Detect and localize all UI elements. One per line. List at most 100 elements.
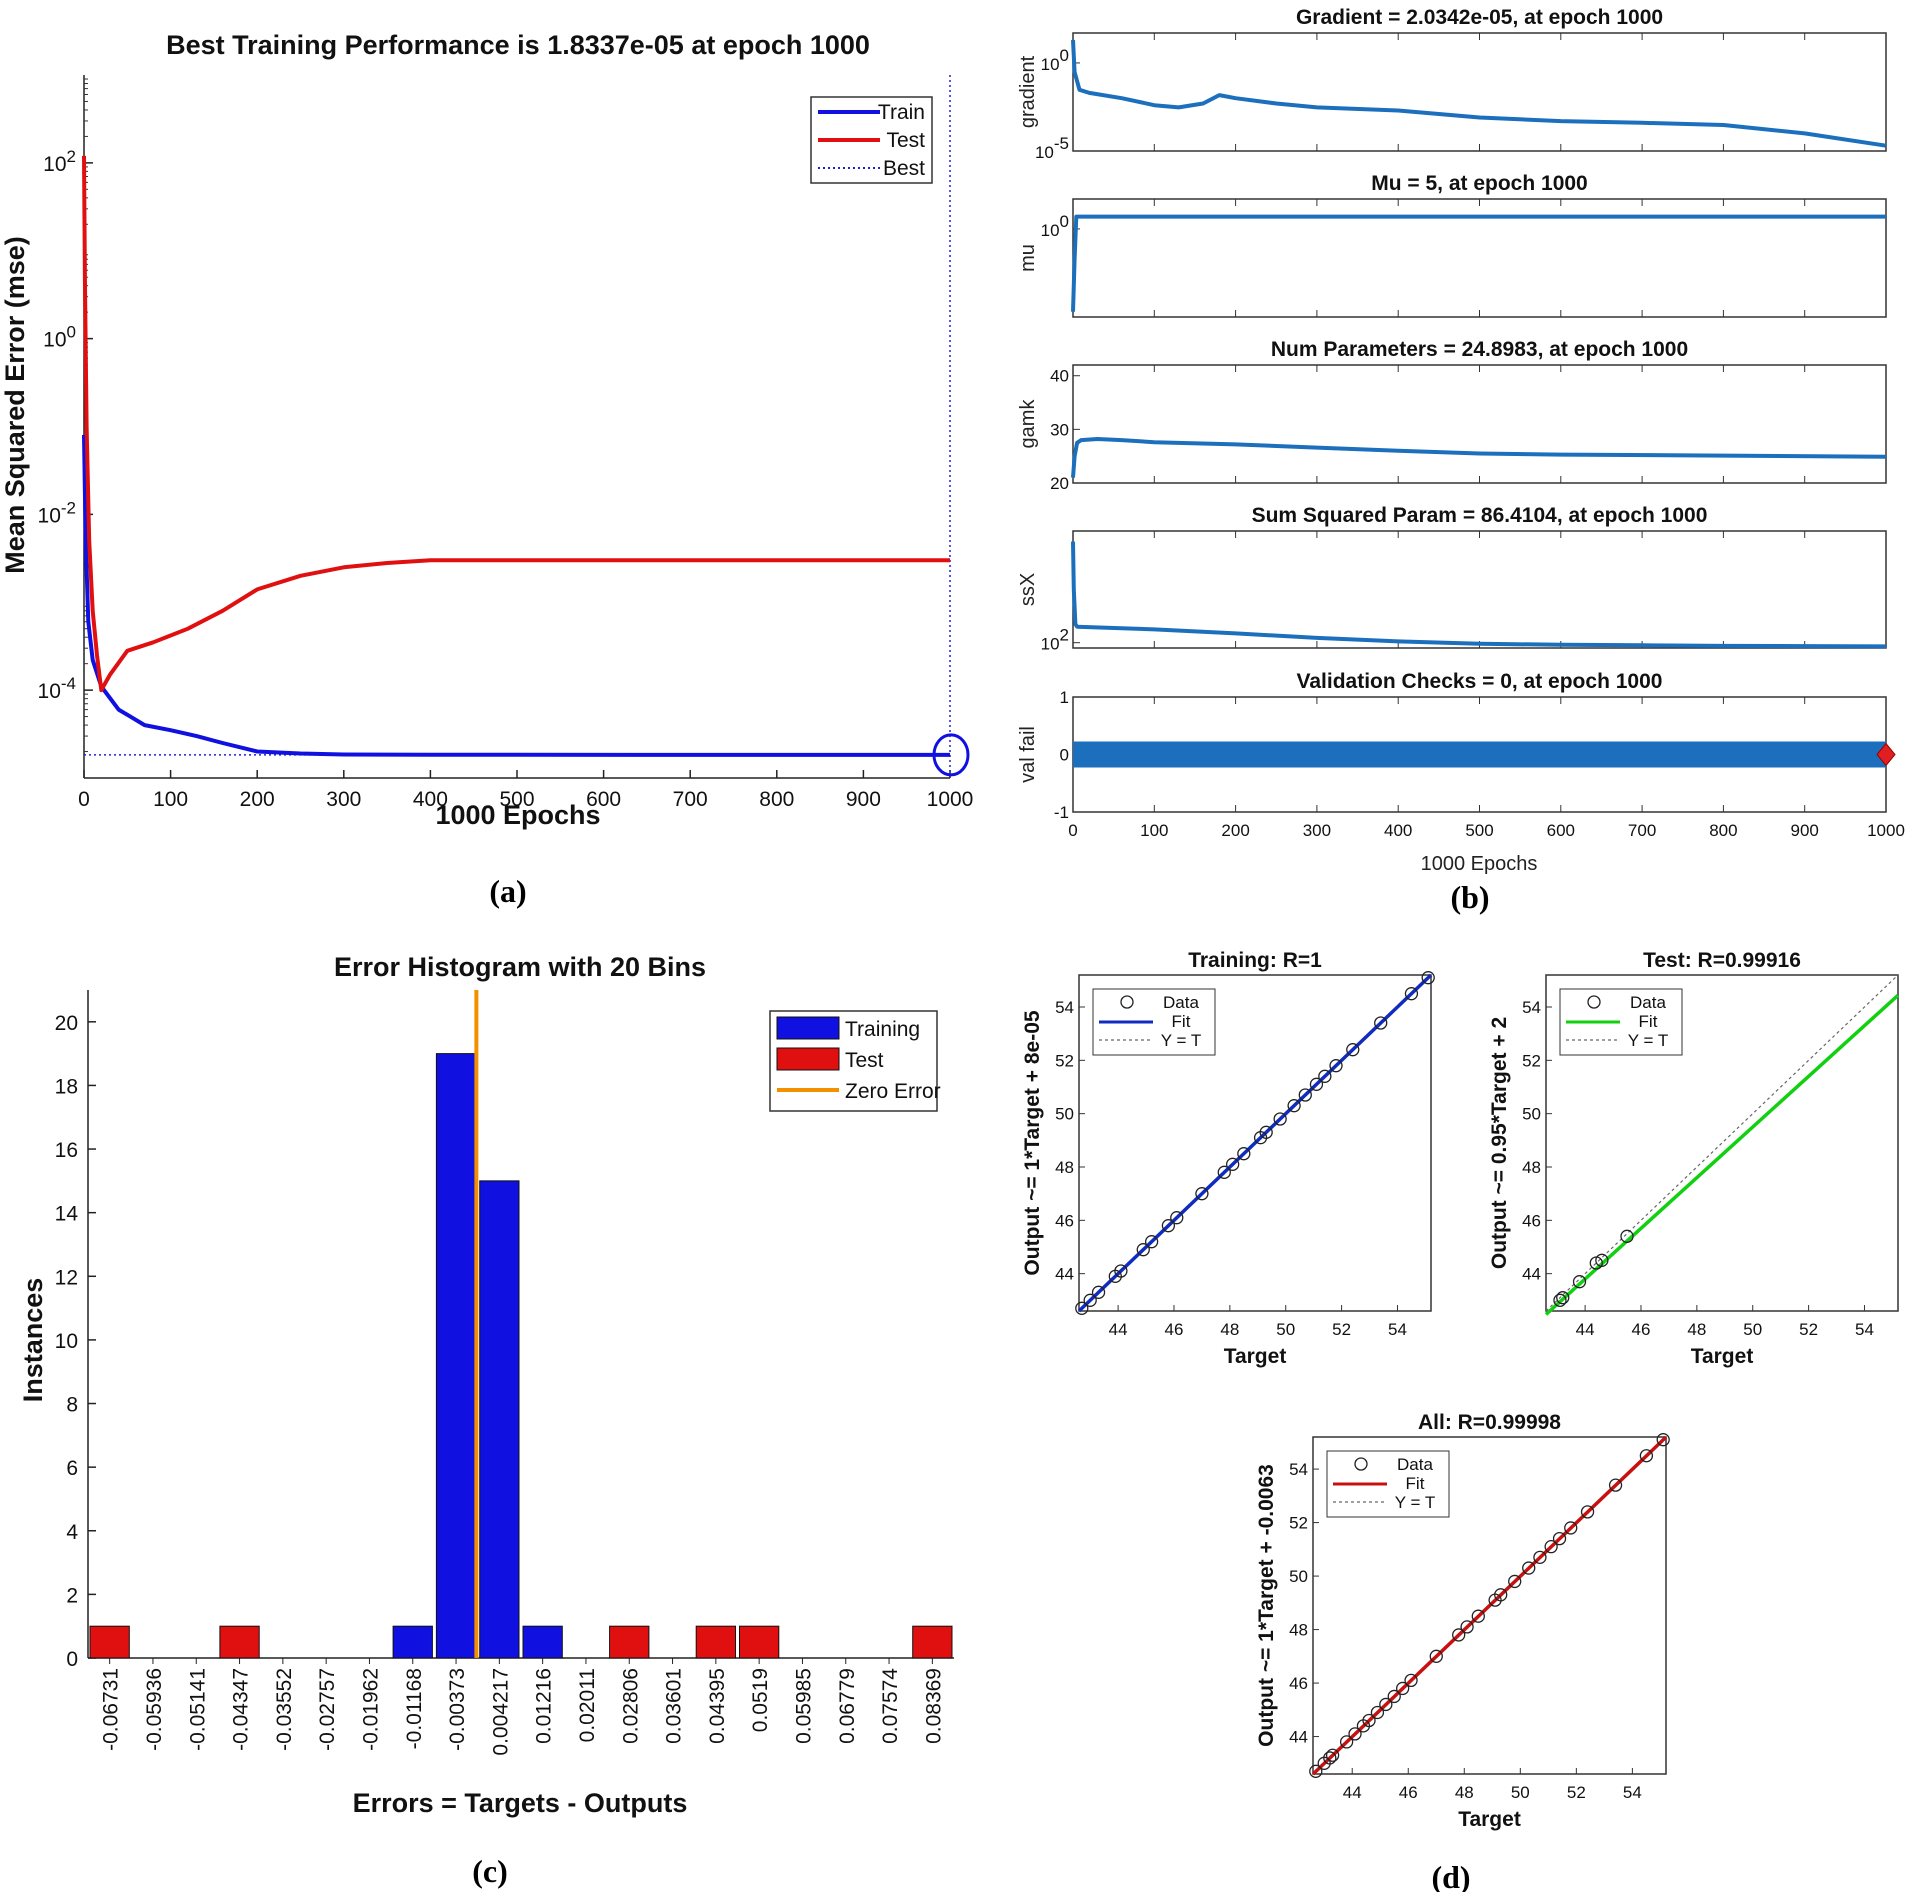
chart-d-data-point [1083, 1293, 1097, 1307]
chart-d-data-point [1144, 1235, 1159, 1249]
chart-b-y-tick-label: 40 [1050, 367, 1069, 386]
chart-c-bar-test [609, 1625, 650, 1659]
chart-d-legend-swatch-data [1354, 1457, 1368, 1471]
chart-d-data-point [1552, 1531, 1567, 1546]
chart-c-x-tick-label: 0.07574 [879, 1668, 902, 1744]
chart-c-y-tick-label: 10 [55, 1330, 78, 1353]
chart-d-data-point [1346, 1043, 1360, 1057]
chart-c-ylabel: Instances [18, 1278, 48, 1403]
chart-c-bar-training [522, 1625, 563, 1659]
chart-d-data-point [1508, 1574, 1522, 1589]
chart-a-y-tick-label: 102 [43, 147, 76, 176]
chart-d-ylabel: Output ~= 1*Target + 8e-05 [1021, 1010, 1044, 1275]
chart-b-subplot-1: Gradient = 2.0342e-05, at epoch 1000 grad… [1017, 6, 1887, 162]
chart-a-series-test [82, 155, 950, 693]
chart-d-x-tick-label: 50 [1511, 1783, 1530, 1802]
chart-d-data-point [1318, 1069, 1332, 1083]
chart-d-y-tick-label: 48 [1055, 1158, 1074, 1177]
chart-d-data-point [1325, 1748, 1340, 1762]
chart-d-title: All: R=0.99998 [1418, 1411, 1561, 1434]
chart-d-y-tick-label: 50 [1055, 1105, 1074, 1124]
chart-a-y-tick-label: 100 [43, 323, 76, 352]
chart-d-data-point [1362, 1713, 1376, 1728]
chart-d-data-point [1114, 1264, 1128, 1278]
panel-label-c: (c) [472, 1853, 508, 1889]
chart-d-data-point [1161, 1219, 1176, 1233]
chart-d-data-point [1195, 1187, 1209, 1201]
chart-d-data-point [1170, 1211, 1184, 1225]
chart-d-regression: (d) Training: R=1 Target Output ~= 1*Targe… [1021, 949, 1900, 1892]
chart-d-data-point [1533, 1550, 1547, 1565]
chart-d-data-point [1452, 1628, 1466, 1642]
chart-b-subplot-4: Sum Squared Param = 86.4104, at epoch 10… [1017, 504, 1887, 654]
chart-d-data-point [1471, 1609, 1485, 1623]
chart-a-ylabel: Mean Squared Error (mse) [0, 236, 30, 574]
chart-a-x-tick-label: 100 [153, 788, 188, 811]
chart-d-data-point [1396, 1681, 1410, 1696]
chart-d-plot-3: All: R=0.99998 Target Output ~= 1*Target +… [1255, 1411, 1670, 1831]
chart-d-data-point [1259, 1125, 1273, 1139]
chart-a-x-tick-label: 700 [673, 788, 708, 811]
chart-d-data-point [1429, 1649, 1443, 1663]
chart-b-x-tick-label: 100 [1140, 821, 1168, 840]
chart-b-ylabel: gamk [1017, 399, 1039, 449]
chart-d-ylabel: Output ~= 1*Target + -0.0063 [1255, 1464, 1278, 1747]
chart-a-x-tick-label: 1000 [927, 788, 974, 811]
chart-b-subplot-frame [1072, 364, 1887, 484]
chart-d-x-tick-label: 44 [1109, 1320, 1128, 1339]
chart-c-x-tick-label: 0.0519 [749, 1668, 772, 1732]
chart-c-y-tick-label: 12 [55, 1266, 78, 1289]
chart-b-y-tick-label: 100 [1041, 212, 1069, 240]
chart-d-data-point [1323, 1751, 1337, 1765]
chart-b-ylabel: mu [1017, 244, 1039, 272]
chart-d-data-point [1595, 1253, 1609, 1267]
chart-d-data-point [1460, 1620, 1474, 1634]
chart-c-bar-training [435, 1053, 477, 1659]
chart-c-histogram: Error Histogram with 20 Bins Errors = Ta… [18, 952, 954, 1889]
chart-b-x-tick-label: 500 [1465, 821, 1493, 840]
chart-d-legend-label: Y = T [1395, 1493, 1435, 1512]
chart-d-y-tick-label: 50 [1289, 1567, 1308, 1586]
chart-d-data-point [1298, 1088, 1312, 1102]
chart-c-y-tick-label: 6 [66, 1457, 78, 1480]
chart-c-x-tick-label: 0.02011 [576, 1668, 599, 1742]
chart-d-x-tick-label: 54 [1855, 1320, 1874, 1339]
chart-d-fit-line [1544, 993, 1900, 1316]
chart-c-bar-test [739, 1625, 780, 1659]
chart-a-y-tick-label: 10-4 [38, 674, 76, 703]
chart-a-legend-label-train: Train [878, 101, 925, 124]
chart-d-x-tick-label: 48 [1687, 1320, 1706, 1339]
chart-c-title: Error Histogram with 20 Bins [334, 952, 706, 982]
chart-b-y-tick-label: 20 [1050, 474, 1069, 493]
chart-b-series [1071, 437, 1887, 478]
chart-b-training-state: 1000 Epochs (b) Gradient = 2.0342e-05, a… [1017, 6, 1905, 915]
chart-d-legend-label: Fit [1172, 1012, 1191, 1031]
chart-d-data-point [1387, 1689, 1401, 1704]
chart-a-legend-label-test: Test [886, 129, 925, 152]
chart-d-y-tick-label: 52 [1289, 1514, 1308, 1533]
chart-d-x-tick-label: 44 [1343, 1783, 1362, 1802]
chart-b-xlabel: 1000 Epochs [1421, 853, 1538, 875]
chart-d-data-point [1309, 1764, 1323, 1778]
chart-d-data-point [1075, 1301, 1089, 1315]
chart-c-x-tick-label: -0.05141 [186, 1668, 209, 1751]
chart-d-data-point [1620, 1229, 1634, 1243]
chart-d-data-point [1339, 1735, 1354, 1749]
chart-b-valfail-marker [1876, 742, 1896, 767]
chart-b-x-tick-label: 200 [1221, 821, 1249, 840]
chart-d-data-point [1522, 1561, 1536, 1575]
chart-b-x-tick-label: 300 [1303, 821, 1331, 840]
chart-d-data-point [1404, 1673, 1418, 1688]
chart-d-xlabel: Target [1691, 1345, 1754, 1368]
chart-c-legend-swatch [776, 1047, 840, 1071]
chart-b-series [1071, 39, 1887, 148]
chart-c-x-tick-label: -0.02757 [316, 1668, 339, 1751]
chart-c-x-tick-label: -0.03552 [273, 1668, 296, 1751]
chart-c-y-tick-label: 4 [66, 1521, 78, 1544]
chart-c-legend: Training Test Zero Error [769, 1010, 941, 1112]
chart-d-fit-line [1077, 973, 1433, 1313]
chart-d-data-point [1639, 1449, 1654, 1463]
chart-c-x-tick-label: 0.01216 [533, 1668, 556, 1744]
